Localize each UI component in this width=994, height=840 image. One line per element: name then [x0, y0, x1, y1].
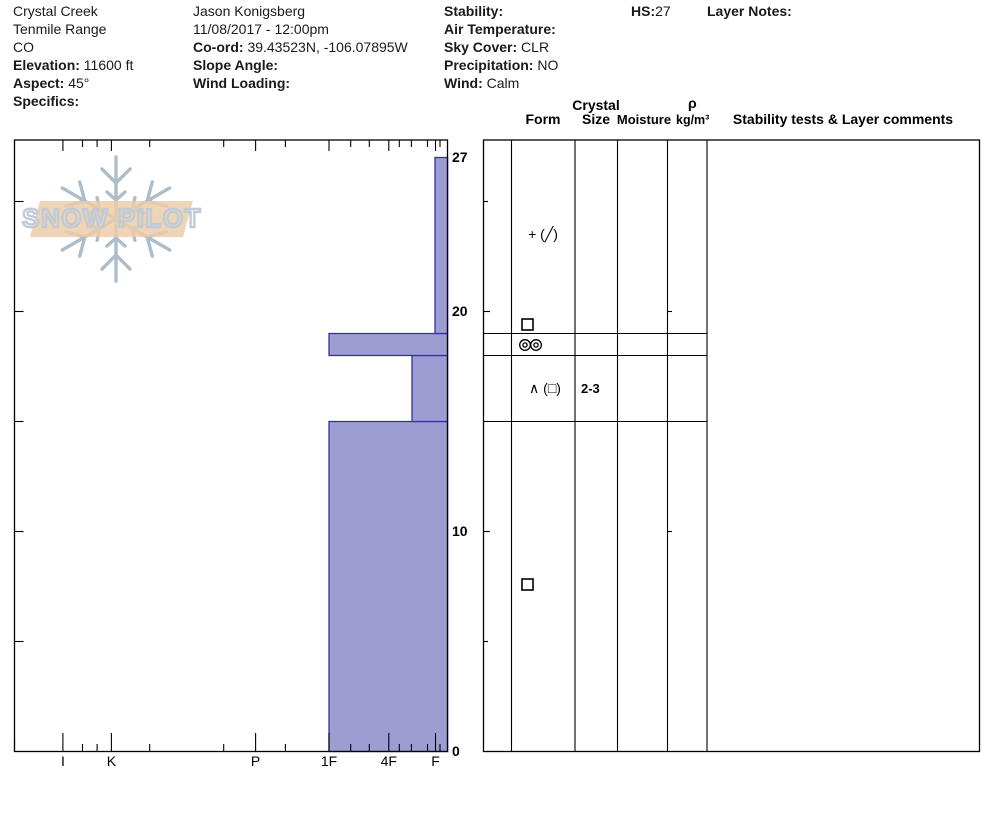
svg-text:I: I — [61, 753, 65, 769]
svg-text:K: K — [107, 753, 117, 769]
svg-text:4F: 4F — [381, 753, 397, 769]
svg-text:10: 10 — [452, 523, 468, 539]
svg-text:2-3: 2-3 — [581, 381, 600, 396]
svg-text:Size: Size — [582, 111, 610, 127]
svg-text:kg/m³: kg/m³ — [676, 113, 709, 127]
svg-text:Form: Form — [526, 111, 561, 127]
svg-text:Stability tests & Layer commen: Stability tests & Layer comments — [733, 111, 953, 127]
svg-text:ρ: ρ — [688, 95, 697, 111]
svg-text:P: P — [251, 753, 260, 769]
svg-text:F: F — [431, 753, 440, 769]
svg-text:SNOW PILOT: SNOW PILOT — [22, 203, 202, 233]
svg-text:27: 27 — [452, 149, 468, 165]
svg-text:+ (╱): + (╱) — [528, 226, 558, 243]
svg-text:1F: 1F — [321, 753, 337, 769]
svg-text:Moisture: Moisture — [617, 112, 671, 127]
svg-text:0: 0 — [452, 743, 460, 759]
svg-text:20: 20 — [452, 303, 468, 319]
svg-text:∧ (□): ∧ (□) — [529, 380, 561, 396]
